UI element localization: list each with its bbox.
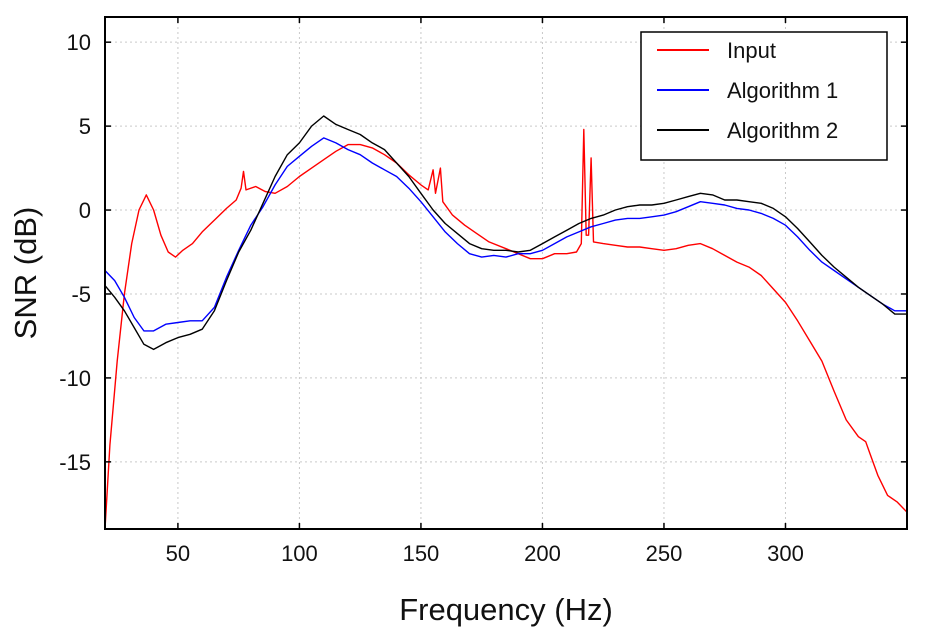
y-tick-label: -15 xyxy=(59,450,91,475)
legend-box xyxy=(640,31,888,161)
x-tick-label: 150 xyxy=(403,541,440,566)
x-tick-label: 250 xyxy=(646,541,683,566)
x-tick-label: 200 xyxy=(524,541,561,566)
y-axis-title: SNR (dB) xyxy=(8,207,43,340)
plot-frame xyxy=(104,16,908,530)
series-line-3 xyxy=(104,115,907,351)
series-lines xyxy=(104,115,908,530)
x-axis-title: Frequency (Hz) xyxy=(399,592,613,627)
x-tick-label: 100 xyxy=(281,541,318,566)
y-tick-label: 5 xyxy=(79,114,91,139)
y-tick-label: -10 xyxy=(59,366,91,391)
x-tick-label: 300 xyxy=(767,541,804,566)
x-tick-label: 50 xyxy=(166,541,190,566)
series-line-2 xyxy=(104,137,907,332)
legend-label-2: Algorithm 1 xyxy=(727,78,838,103)
series-line-1 xyxy=(104,128,908,530)
legend-label-3: Algorithm 2 xyxy=(727,118,838,143)
y-tick-label: 10 xyxy=(67,30,91,55)
legend-label-1: Input xyxy=(727,38,776,63)
y-tick-label: 0 xyxy=(79,198,91,223)
legend: Input Algorithm 1 Algorithm 2 xyxy=(640,31,888,161)
y-tick-label: -5 xyxy=(71,282,91,307)
